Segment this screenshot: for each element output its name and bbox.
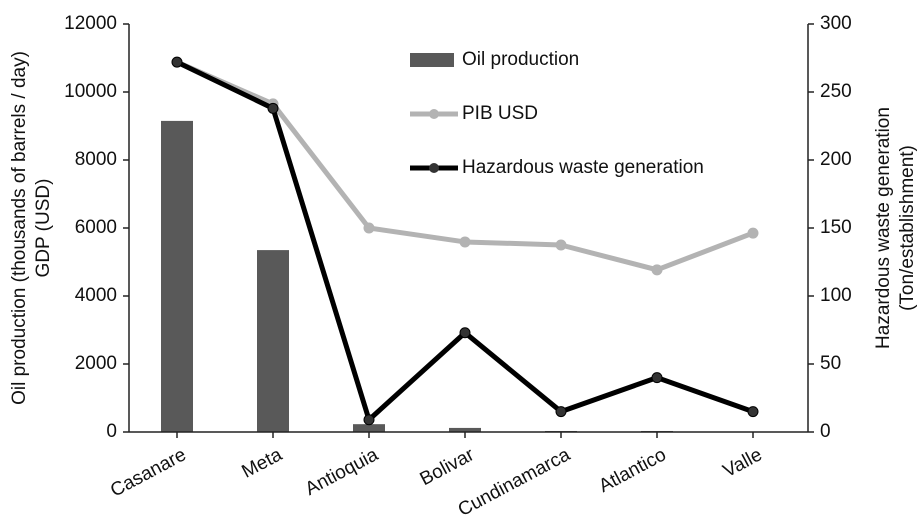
x-tick-label: Bolivar	[417, 444, 479, 490]
y2-axis-label: Hazardous waste generation	[873, 107, 894, 349]
marker	[555, 406, 567, 418]
y-tick-label: 4000	[75, 285, 117, 306]
marker	[747, 406, 759, 418]
legend-swatch	[410, 53, 454, 67]
x-tick-label: Valle	[720, 444, 766, 482]
y-axis-label: Oil production (thousands of barrels / d…	[9, 51, 30, 405]
y2-tick-label: 250	[820, 81, 852, 102]
legend-label: Hazardous waste generation	[462, 157, 704, 178]
marker	[747, 227, 759, 239]
y-tick-label: 10000	[64, 81, 117, 102]
x-tick-label: Atlantico	[595, 444, 669, 497]
y2-tick-label: 100	[820, 285, 852, 306]
legend-marker	[429, 163, 439, 173]
x-tick-label: Meta	[239, 444, 287, 483]
marker	[651, 264, 663, 276]
y2-tick-label: 300	[820, 13, 852, 34]
x-tick-label: Casanare	[107, 444, 190, 501]
y2-tick-label: 0	[820, 421, 831, 442]
y2-tick-label: 200	[820, 149, 852, 170]
legend-marker	[429, 109, 439, 119]
bar	[161, 120, 193, 433]
y-tick-label: 8000	[75, 149, 117, 170]
x-tick-label: Antioquia	[302, 444, 382, 500]
legend-label: PIB USD	[462, 103, 538, 124]
y-tick-label: 0	[106, 421, 117, 442]
y2-tick-label: 50	[820, 353, 841, 374]
y2-axis-label: (Ton/establishment)	[897, 145, 917, 311]
legend-label: Oil production	[462, 49, 579, 70]
y-tick-label: 2000	[75, 353, 117, 374]
marker	[363, 414, 375, 426]
marker	[363, 222, 375, 234]
bar	[449, 427, 481, 432]
y-tick-label: 6000	[75, 217, 117, 238]
y-axis-label: GDP (USD)	[33, 179, 54, 278]
marker	[459, 327, 471, 339]
marker	[459, 236, 471, 248]
bar	[257, 250, 289, 432]
marker	[267, 102, 279, 114]
marker	[171, 56, 183, 68]
y-tick-label: 12000	[64, 13, 117, 34]
marker	[555, 239, 567, 251]
bar	[353, 424, 385, 432]
y2-tick-label: 150	[820, 217, 852, 238]
marker	[651, 372, 663, 384]
